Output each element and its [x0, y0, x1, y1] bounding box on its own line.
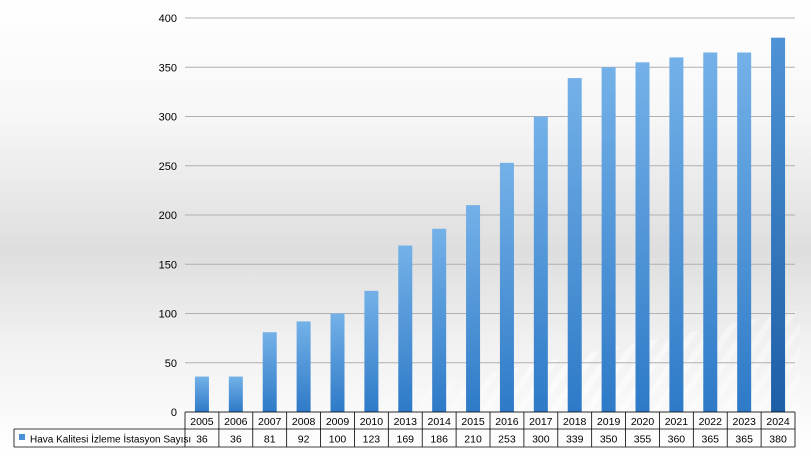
bar-2021: [669, 57, 684, 413]
bar-2018: [567, 78, 582, 412]
y-axis-tick-labels: 0 50 100 150 200 250 300 350 400: [159, 13, 177, 419]
x-category-label: 2009: [326, 416, 350, 428]
bar-2024: [771, 37, 786, 412]
bar-2005: [194, 376, 209, 412]
x-category-label: 2014: [427, 416, 451, 428]
data-value-label: 253: [498, 434, 516, 446]
x-category-label: 2006: [224, 416, 248, 428]
bar-2006: [228, 376, 243, 412]
background-sheen: [180, 300, 800, 412]
x-category-label: 2019: [597, 416, 621, 428]
data-value-label: 300: [532, 434, 550, 446]
x-category-label: 2015: [461, 416, 485, 428]
bar-2023: [737, 52, 752, 412]
data-table: 2005 36 2006 36 2007 81 2008 92 2009 100 2010 123 20…: [13, 411, 796, 448]
data-value-label: 355: [634, 434, 652, 446]
data-value-label: 36: [230, 434, 242, 446]
bar-2015: [466, 205, 481, 412]
x-category-label: 2018: [563, 416, 587, 428]
data-value-label: 210: [464, 434, 482, 446]
bar-2017: [533, 116, 548, 412]
bar-2009: [330, 313, 345, 412]
x-category-label: 2024: [766, 416, 790, 428]
data-value-label: 186: [430, 434, 448, 446]
bar-2008: [296, 321, 311, 412]
y-tick-label: 350: [159, 62, 177, 74]
bar-2020: [635, 62, 650, 412]
x-category-label: 2020: [631, 416, 655, 428]
y-tick-label: 100: [159, 309, 177, 321]
data-value-label: 81: [264, 434, 276, 446]
bar-2022: [703, 52, 718, 412]
x-category-label: 2005: [190, 416, 214, 428]
bar-2014: [432, 228, 447, 412]
x-category-label: 2021: [665, 416, 689, 428]
bar-2007: [262, 332, 277, 412]
x-category-label: 2022: [699, 416, 723, 428]
x-category-label: 2007: [258, 416, 282, 428]
y-tick-label: 200: [159, 210, 177, 222]
bar-2010: [364, 290, 379, 412]
x-category-label: 2008: [292, 416, 316, 428]
bars: [194, 37, 786, 413]
y-tick-label: 0: [171, 407, 177, 419]
x-category-label: 2016: [495, 416, 519, 428]
x-category-label: 2017: [529, 416, 553, 428]
data-value-label: 169: [397, 434, 415, 446]
y-tick-label: 300: [159, 112, 177, 124]
bar-2016: [499, 162, 514, 412]
data-value-label: 365: [735, 434, 753, 446]
legend-key: [19, 434, 25, 440]
y-tick-label: 50: [165, 358, 177, 370]
data-value-label: 92: [298, 434, 310, 446]
x-category-label: 2010: [360, 416, 384, 428]
data-value-label: 380: [769, 434, 787, 446]
data-value-label: 350: [600, 434, 618, 446]
data-value-label: 36: [196, 434, 208, 446]
bar-2013: [398, 245, 413, 412]
data-value-label: 339: [566, 434, 584, 446]
y-tick-label: 250: [159, 161, 177, 173]
legend-series-name: Hava Kalitesi İzleme İstasyon Sayısı: [30, 433, 191, 446]
data-value-label: 100: [329, 434, 347, 446]
y-tick-label: 150: [159, 259, 177, 271]
data-value-label: 123: [363, 434, 381, 446]
y-tick-label: 400: [159, 13, 177, 25]
bar-2019: [601, 67, 616, 412]
data-value-label: 365: [702, 434, 720, 446]
data-value-label: 360: [668, 434, 686, 446]
x-category-label: 2013: [394, 416, 418, 428]
x-category-label: 2023: [732, 416, 756, 428]
